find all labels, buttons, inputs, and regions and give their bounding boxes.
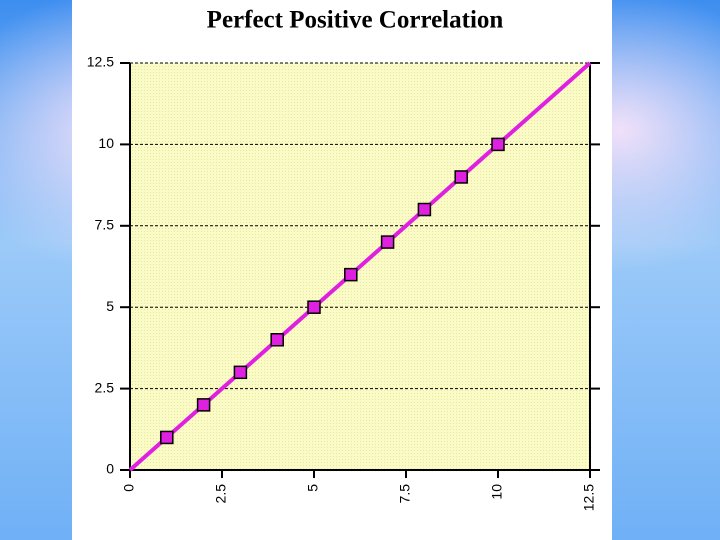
point: [344, 267, 358, 282]
point: [233, 365, 248, 380]
x-tick-label: 7.5: [397, 484, 413, 504]
x-tick-label: 5: [305, 484, 321, 492]
x-tick-label: 10: [489, 484, 505, 500]
chart-title: Perfect Positive Correlation: [207, 7, 504, 34]
point: [307, 300, 321, 314]
y-tick-label: 12.5: [87, 54, 114, 70]
y-tick-label: 0: [106, 461, 114, 477]
x-tick-label: 12.5: [581, 484, 597, 511]
point: [380, 235, 395, 249]
y-tick-label: 7.5: [95, 217, 115, 233]
y-tick-label: 5: [106, 298, 114, 314]
point: [491, 137, 505, 152]
point: [196, 398, 211, 412]
point: [160, 430, 174, 445]
x-tick-label: 2.5: [213, 484, 229, 504]
point: [454, 170, 468, 184]
y-tick-label: 10: [98, 135, 114, 151]
point: [270, 333, 284, 347]
y-tick-label: 2.5: [95, 379, 115, 395]
x-tick-label: 0: [121, 484, 137, 492]
point: [417, 202, 432, 217]
